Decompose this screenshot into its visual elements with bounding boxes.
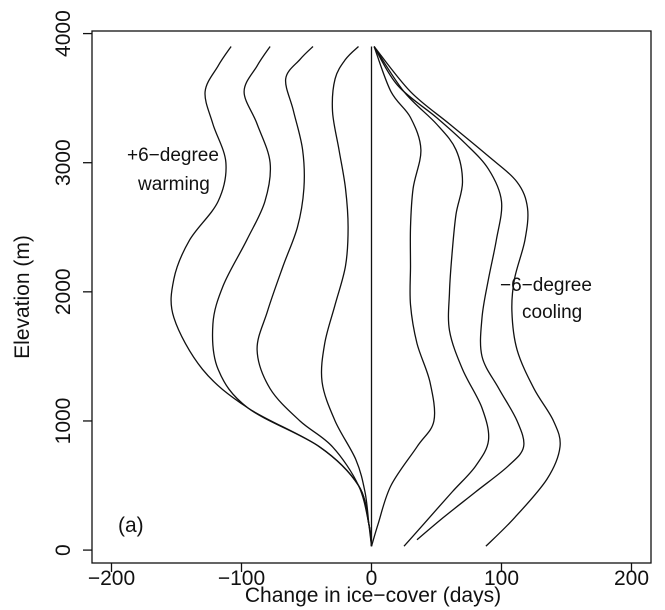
curves-group: [170, 46, 561, 547]
warming-annotation-line2: warming: [137, 174, 210, 195]
y-tick-label: 3000: [52, 139, 75, 186]
y-tick-label: 4000: [52, 10, 75, 57]
series-line-1: [170, 46, 373, 547]
cooling-annotation-line1: −6−degree: [500, 275, 592, 296]
warming-annotation-line1: +6−degree: [127, 145, 219, 166]
series-line-2: [211, 46, 373, 547]
series-line-6: [370, 46, 436, 547]
x-tick-label: 200: [614, 567, 649, 590]
x-tick-label: −100: [218, 567, 265, 590]
x-tick-label: −200: [88, 567, 135, 590]
x-tick-label: 100: [484, 567, 519, 590]
y-axis-title: Elevation (m): [11, 235, 34, 359]
y-tick-label: 1000: [52, 398, 75, 445]
series-line-7: [373, 46, 490, 547]
panel-label: (a): [118, 514, 144, 537]
x-axis-title: Change in ice−cover (days): [245, 584, 501, 607]
cooling-annotation-line2: cooling: [522, 302, 582, 323]
x-ticks: −200 −100 0 100 200: [88, 563, 649, 590]
x-tick-label: 0: [366, 567, 378, 590]
series-line-3: [256, 46, 373, 547]
y-tick-label: 0: [52, 544, 75, 556]
series-line-9: [373, 46, 561, 547]
y-tick-label: 2000: [52, 268, 75, 315]
series-line-4: [320, 46, 373, 547]
y-ticks: 0 1000 2000 3000 4000: [52, 10, 92, 556]
series-line-8: [373, 46, 525, 541]
